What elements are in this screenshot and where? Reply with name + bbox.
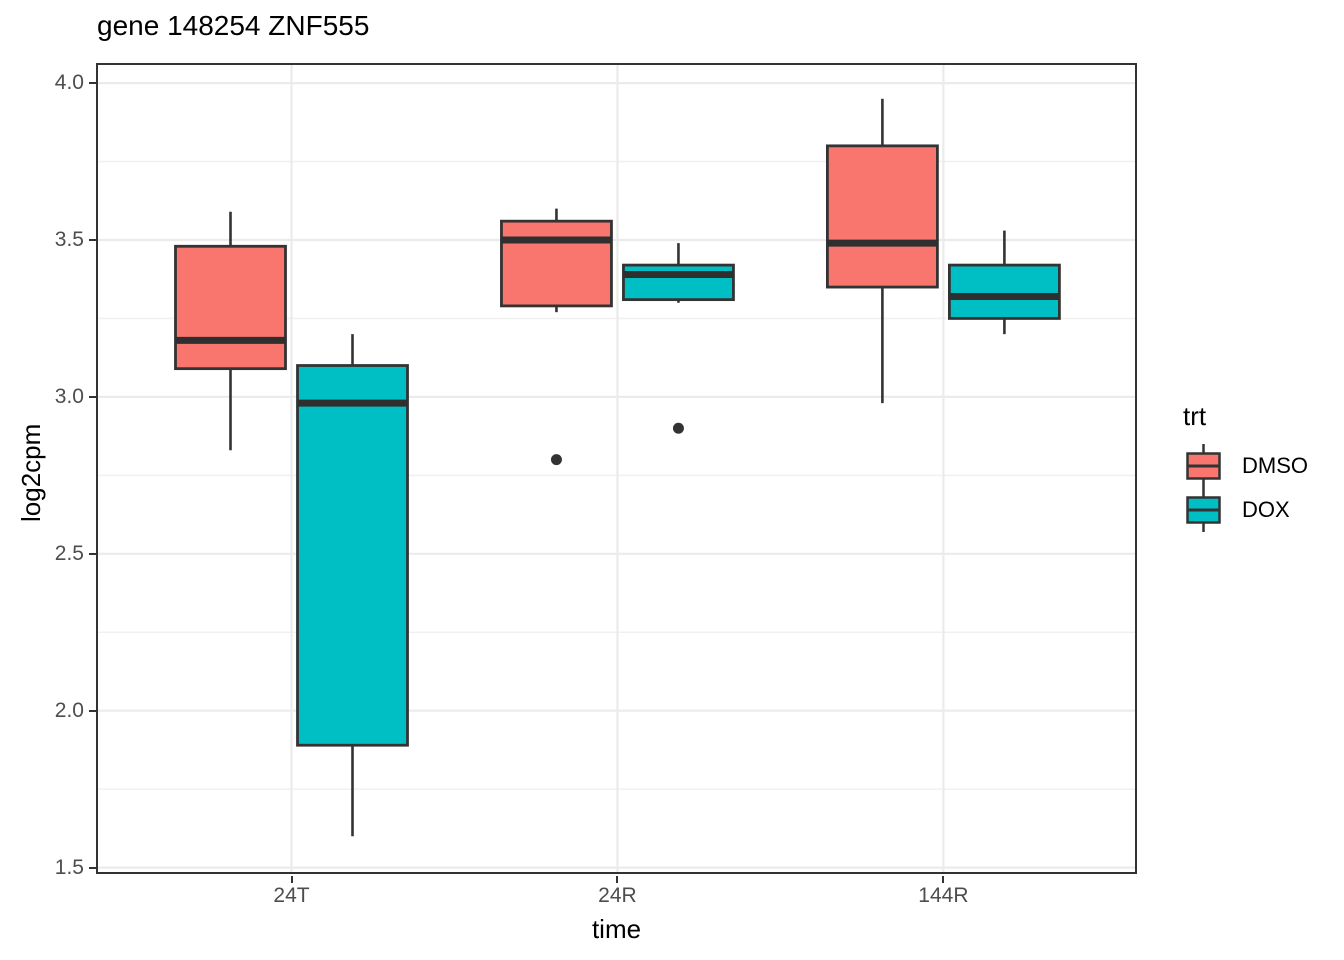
boxplot-24R-DMSO-outlier-point — [550, 454, 562, 466]
boxplot-24T-DOX-box — [296, 364, 409, 747]
y-tick-label: 3.5 — [54, 228, 84, 251]
y-tick-mark — [89, 709, 96, 712]
boxplot-24R-DOX-outlier-point — [672, 422, 684, 434]
legend-entry-dox: DOX — [1183, 488, 1308, 532]
chart-title: gene 148254 ZNF555 — [97, 10, 370, 41]
boxplot-key-icon — [1186, 488, 1221, 532]
legend-entry-dmso: DMSO — [1183, 444, 1308, 488]
y-tick-mark — [89, 866, 96, 869]
boxplot-24R-DOX-box — [622, 263, 735, 302]
legend-title: trt — [1183, 401, 1207, 431]
x-tick-label: 24T — [273, 884, 310, 907]
x-tick-mark — [616, 876, 619, 883]
x-tick-mark — [290, 876, 293, 883]
boxplot-key-icon — [1186, 444, 1221, 488]
y-tick-mark — [89, 552, 96, 555]
y-tick-label: 1.5 — [54, 855, 84, 879]
legend-entries: DMSO DOX — [1183, 444, 1308, 532]
y-tick-mark — [89, 239, 96, 241]
y-tick-label: 4.0 — [54, 71, 84, 95]
y-axis-title: log2cpm — [16, 423, 46, 522]
boxplot-24T-DMSO-box — [174, 244, 287, 371]
y-tick-mark — [89, 82, 96, 85]
legend-label: DOX — [1242, 497, 1290, 522]
boxplot-144R-DOX-box — [948, 263, 1061, 320]
y-tick-label: 3.0 — [54, 384, 84, 408]
legend-label: DMSO — [1242, 453, 1308, 478]
y-tick-mark — [89, 395, 96, 398]
boxplot-24R-DMSO-box — [500, 219, 613, 308]
boxplot-144R-DMSO-box — [826, 144, 939, 289]
x-axis-title: time — [591, 914, 642, 944]
x-tick-mark — [942, 876, 945, 883]
plot-panel — [96, 63, 1137, 874]
x-tick-label: 24R — [598, 884, 637, 907]
y-tick-label: 2.5 — [54, 541, 84, 565]
x-tick-label: 144R — [918, 884, 969, 907]
y-tick-label: 2.0 — [54, 698, 84, 722]
legend: trt DMSO DOX — [1183, 401, 1308, 532]
